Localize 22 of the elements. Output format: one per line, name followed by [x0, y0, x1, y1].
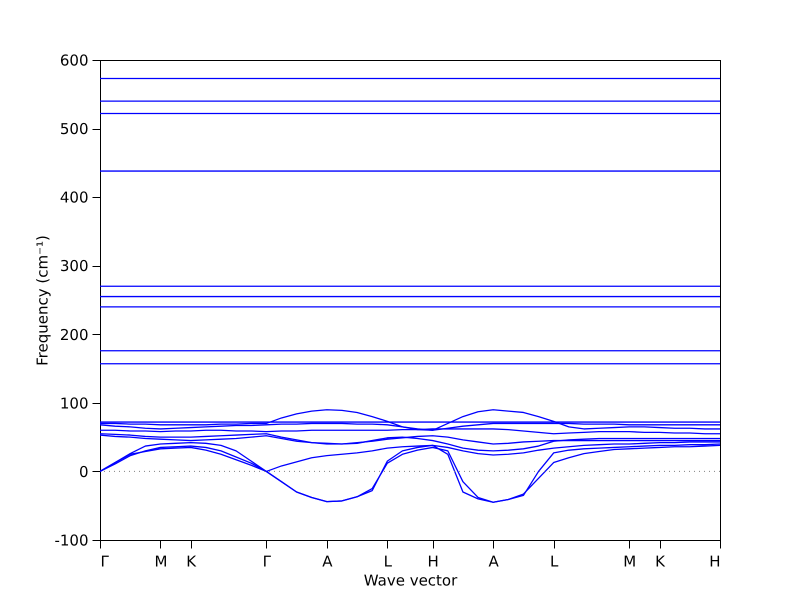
x-tick-label: L [550, 552, 559, 570]
y-tick-label: 300 [60, 257, 88, 276]
y-tick-label: 0 [78, 462, 88, 481]
y-tick-label: 400 [60, 188, 88, 207]
x-tick-label: A [488, 552, 500, 570]
x-tick-label: Γ [262, 552, 272, 570]
x-tick-label: H [428, 552, 439, 570]
y-tick-label: -100 [54, 532, 88, 550]
x-tick-label: M [623, 552, 636, 570]
x-tick-label: H [709, 552, 720, 570]
x-tick-label: K [186, 552, 198, 570]
x-axis-title: Wave vector [364, 572, 458, 590]
y-tick-label: 100 [60, 394, 88, 412]
y-tick-label: 500 [60, 120, 88, 138]
x-tick-label: A [322, 552, 334, 570]
x-tick-label: L [384, 552, 393, 570]
x-tick-label: M [154, 552, 168, 570]
y-axis-title: Frequency (cm⁻¹) [33, 235, 52, 366]
y-tick-label: 200 [60, 326, 88, 344]
x-tick-label: K [655, 552, 666, 570]
x-tick-label: Γ [100, 552, 110, 570]
y-tick-label: 600 [60, 52, 88, 70]
